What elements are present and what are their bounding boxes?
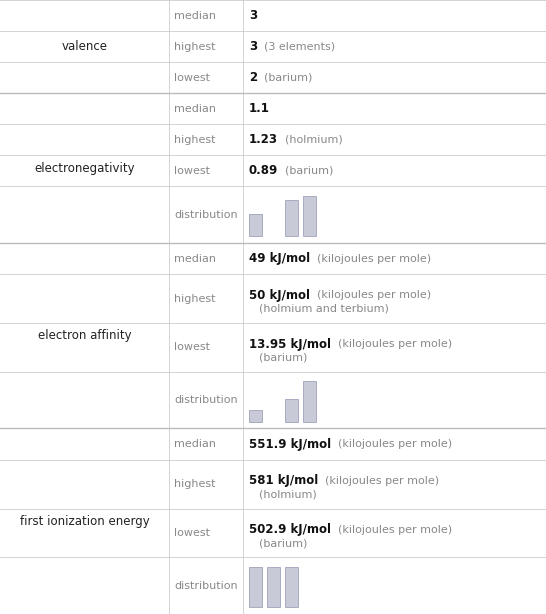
Text: 13.95 kJ/mol: 13.95 kJ/mol [249, 338, 331, 351]
Text: 49 kJ/mol: 49 kJ/mol [249, 252, 310, 265]
Text: 2: 2 [249, 71, 257, 84]
Text: highest: highest [174, 135, 216, 145]
Text: median: median [174, 254, 216, 263]
Text: 50 kJ/mol: 50 kJ/mol [249, 289, 310, 301]
Text: (holmium): (holmium) [278, 135, 343, 145]
Text: lowest: lowest [174, 166, 210, 176]
Bar [285, 200, 298, 236]
Text: highest: highest [174, 479, 216, 489]
Text: distribution: distribution [174, 581, 238, 591]
Text: median: median [174, 104, 216, 114]
Text: (kilojoules per mole): (kilojoules per mole) [331, 439, 452, 449]
Text: highest: highest [174, 293, 216, 303]
Text: median: median [174, 439, 216, 449]
Text: highest: highest [174, 42, 216, 52]
Text: (kilojoules per mole): (kilojoules per mole) [310, 290, 431, 300]
Text: 1.1: 1.1 [249, 103, 270, 115]
Bar [249, 214, 262, 236]
Bar [249, 567, 262, 607]
Text: lowest: lowest [174, 343, 210, 352]
Text: (kilojoules per mole): (kilojoules per mole) [331, 339, 452, 349]
Text: (kilojoules per mole): (kilojoules per mole) [331, 524, 452, 535]
Text: (barium): (barium) [257, 72, 312, 83]
Text: (barium): (barium) [259, 352, 307, 363]
Text: 0.89: 0.89 [249, 165, 278, 177]
Text: (holmium and terbium): (holmium and terbium) [259, 304, 389, 314]
Text: (kilojoules per mole): (kilojoules per mole) [310, 254, 431, 263]
Text: (holmium): (holmium) [259, 489, 317, 499]
Text: 1.23: 1.23 [249, 133, 278, 146]
Text: electronegativity: electronegativity [34, 161, 135, 174]
Text: 502.9 kJ/mol: 502.9 kJ/mol [249, 523, 331, 536]
Text: median: median [174, 10, 216, 20]
Text: first ionization energy: first ionization energy [20, 515, 150, 528]
Text: 3: 3 [249, 40, 257, 53]
Bar [285, 399, 298, 422]
Bar [249, 410, 262, 422]
Text: lowest: lowest [174, 72, 210, 83]
Text: 3: 3 [249, 9, 257, 22]
Text: electron affinity: electron affinity [38, 329, 132, 342]
Bar [303, 195, 316, 236]
Bar [267, 567, 280, 607]
Text: lowest: lowest [174, 528, 210, 538]
Bar [285, 567, 298, 607]
Text: valence: valence [62, 40, 108, 53]
Text: 581 kJ/mol: 581 kJ/mol [249, 474, 318, 487]
Text: (barium): (barium) [259, 538, 307, 548]
Text: (barium): (barium) [278, 166, 334, 176]
Bar [303, 381, 316, 422]
Text: distribution: distribution [174, 395, 238, 405]
Text: (kilojoules per mole): (kilojoules per mole) [318, 476, 440, 486]
Text: 551.9 kJ/mol: 551.9 kJ/mol [249, 438, 331, 451]
Text: distribution: distribution [174, 210, 238, 220]
Text: (3 elements): (3 elements) [257, 42, 335, 52]
